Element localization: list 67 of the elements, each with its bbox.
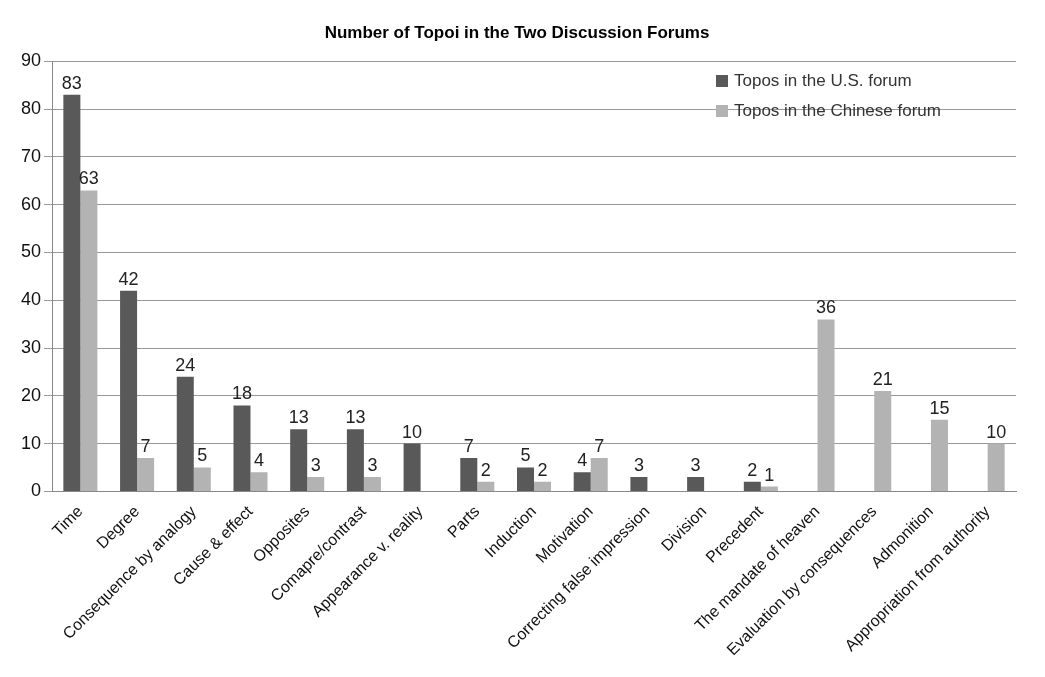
x-tick-label: Time (48, 502, 86, 540)
bar (630, 477, 648, 491)
bar (930, 419, 948, 491)
data-label: 18 (231, 383, 252, 404)
y-tick-label: 10 (20, 432, 42, 453)
data-label: 21 (872, 369, 893, 390)
data-label: 10 (986, 421, 1007, 442)
chart-title: Number of Topoi in the Two Discussion Forums (324, 22, 710, 42)
data-label: 24 (175, 354, 196, 375)
data-label: 2 (747, 459, 758, 480)
y-tick-label: 20 (20, 384, 42, 405)
data-label: 42 (118, 268, 139, 289)
bar (80, 190, 98, 491)
data-label: 2 (537, 459, 548, 480)
data-label: 7 (140, 435, 151, 456)
data-label: 7 (594, 435, 605, 456)
bar (743, 481, 761, 491)
data-label: 15 (929, 397, 950, 418)
bar (363, 477, 381, 491)
bar (817, 319, 835, 491)
bar (987, 443, 1005, 491)
y-tick-label: 50 (20, 241, 42, 262)
legend-label: Topos in the Chinese forum (734, 101, 941, 122)
bar (460, 457, 478, 491)
bar (307, 477, 325, 491)
bar (193, 467, 211, 491)
y-tick-label: 80 (20, 98, 42, 119)
bar (233, 405, 251, 491)
data-label: 4 (253, 450, 264, 471)
bar (403, 443, 421, 491)
y-tick-label: 90 (20, 50, 42, 71)
data-label: 13 (288, 407, 309, 428)
legend-label: Topos in the U.S. forum (734, 71, 912, 92)
bar (290, 429, 308, 491)
y-tick-label: 40 (20, 289, 42, 310)
bar (250, 472, 268, 491)
data-label: 3 (310, 455, 321, 476)
y-tick-label: 70 (20, 145, 42, 166)
data-label: 4 (577, 450, 588, 471)
data-label: 2 (480, 459, 491, 480)
bar (760, 486, 778, 491)
data-label: 3 (690, 455, 701, 476)
data-label: 10 (402, 421, 423, 442)
bar (874, 391, 892, 491)
data-label: 5 (197, 445, 208, 466)
data-label: 5 (520, 445, 531, 466)
data-label: 36 (816, 297, 837, 318)
data-label: 3 (367, 455, 378, 476)
bar (590, 457, 608, 491)
bar (534, 481, 552, 491)
y-tick-label: 60 (20, 193, 42, 214)
bar (687, 477, 705, 491)
bar (517, 467, 535, 491)
bar (137, 457, 155, 491)
bar (176, 376, 194, 491)
data-label: 1 (764, 464, 775, 485)
bar (477, 481, 495, 491)
bar (346, 429, 364, 491)
data-label: 83 (61, 72, 82, 93)
bar (63, 94, 81, 491)
data-label: 3 (633, 455, 644, 476)
y-tick-label: 0 (31, 480, 42, 501)
y-tick-label: 30 (20, 337, 42, 358)
bar (573, 472, 591, 491)
bar (120, 290, 138, 491)
data-label: 13 (345, 407, 366, 428)
data-label: 7 (463, 435, 474, 456)
